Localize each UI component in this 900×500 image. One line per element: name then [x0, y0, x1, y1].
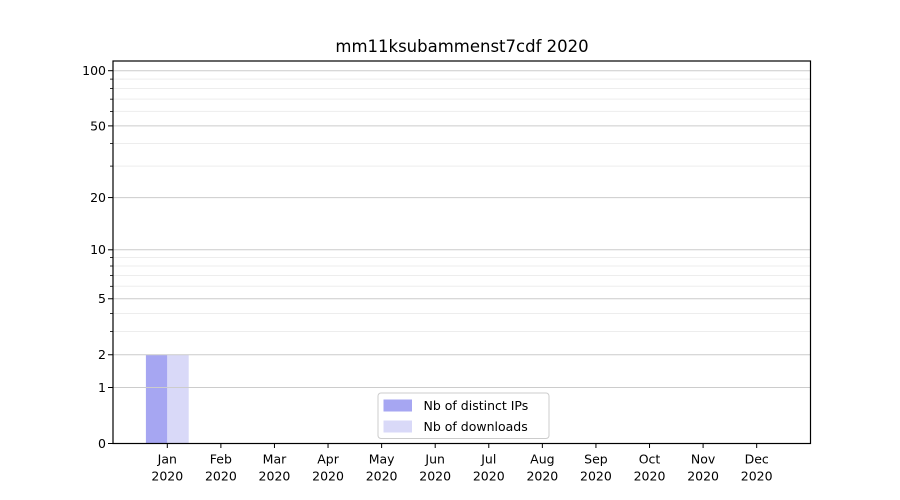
- x-tick-label-month: Feb: [210, 452, 232, 467]
- x-tick-label-month: Nov: [691, 452, 716, 467]
- y-tick-label: 20: [90, 190, 106, 205]
- bar-nb-of-downloads-jan: [167, 354, 189, 444]
- x-tick-label-year: 2020: [151, 469, 183, 484]
- legend-label-0: Nb of distinct IPs: [424, 398, 529, 413]
- x-tick-label-year: 2020: [473, 469, 505, 484]
- x-tick-label-month: Mar: [263, 452, 287, 467]
- legend: [377, 392, 550, 439]
- x-tick-label-year: 2020: [312, 469, 344, 484]
- x-tick-label-month: May: [369, 452, 395, 467]
- x-tick-label-month: Sep: [584, 452, 608, 467]
- y-tick-label: 0: [98, 436, 106, 451]
- y-tick-label: 1: [98, 380, 106, 395]
- legend-swatch-0: [383, 399, 412, 412]
- y-tick-label: 10: [90, 242, 106, 257]
- x-tick-label-month: Jun: [424, 452, 445, 467]
- y-tick-label: 50: [90, 118, 106, 133]
- plot-border: [112, 60, 812, 445]
- x-tick-label-year: 2020: [634, 469, 666, 484]
- x-tick-label-year: 2020: [419, 469, 451, 484]
- x-tick-label-month: Apr: [317, 452, 339, 467]
- x-tick-label-month: Dec: [745, 452, 769, 467]
- bar-nb-of-distinct-ips-jan: [145, 354, 168, 444]
- x-tick-label-year: 2020: [205, 469, 237, 484]
- x-tick-label-month: Jul: [480, 452, 496, 467]
- x-tick-label-year: 2020: [366, 469, 398, 484]
- x-tick-label-year: 2020: [741, 469, 773, 484]
- x-tick-label-month: Aug: [530, 452, 554, 467]
- legend-swatch-1: [383, 420, 412, 433]
- x-tick-label-month: Oct: [639, 452, 661, 467]
- y-tick-label: 100: [82, 63, 106, 78]
- legend-label-1: Nb of downloads: [424, 419, 528, 434]
- y-tick-label: 5: [98, 291, 106, 306]
- x-tick-label-year: 2020: [259, 469, 291, 484]
- x-tick-label-month: Jan: [157, 452, 177, 467]
- x-tick-label-year: 2020: [580, 469, 612, 484]
- x-tick-label-year: 2020: [687, 469, 719, 484]
- chart-title: mm11ksubammenst7cdf 2020: [335, 37, 589, 56]
- x-tick-label-year: 2020: [526, 469, 558, 484]
- y-tick-label: 2: [98, 347, 106, 362]
